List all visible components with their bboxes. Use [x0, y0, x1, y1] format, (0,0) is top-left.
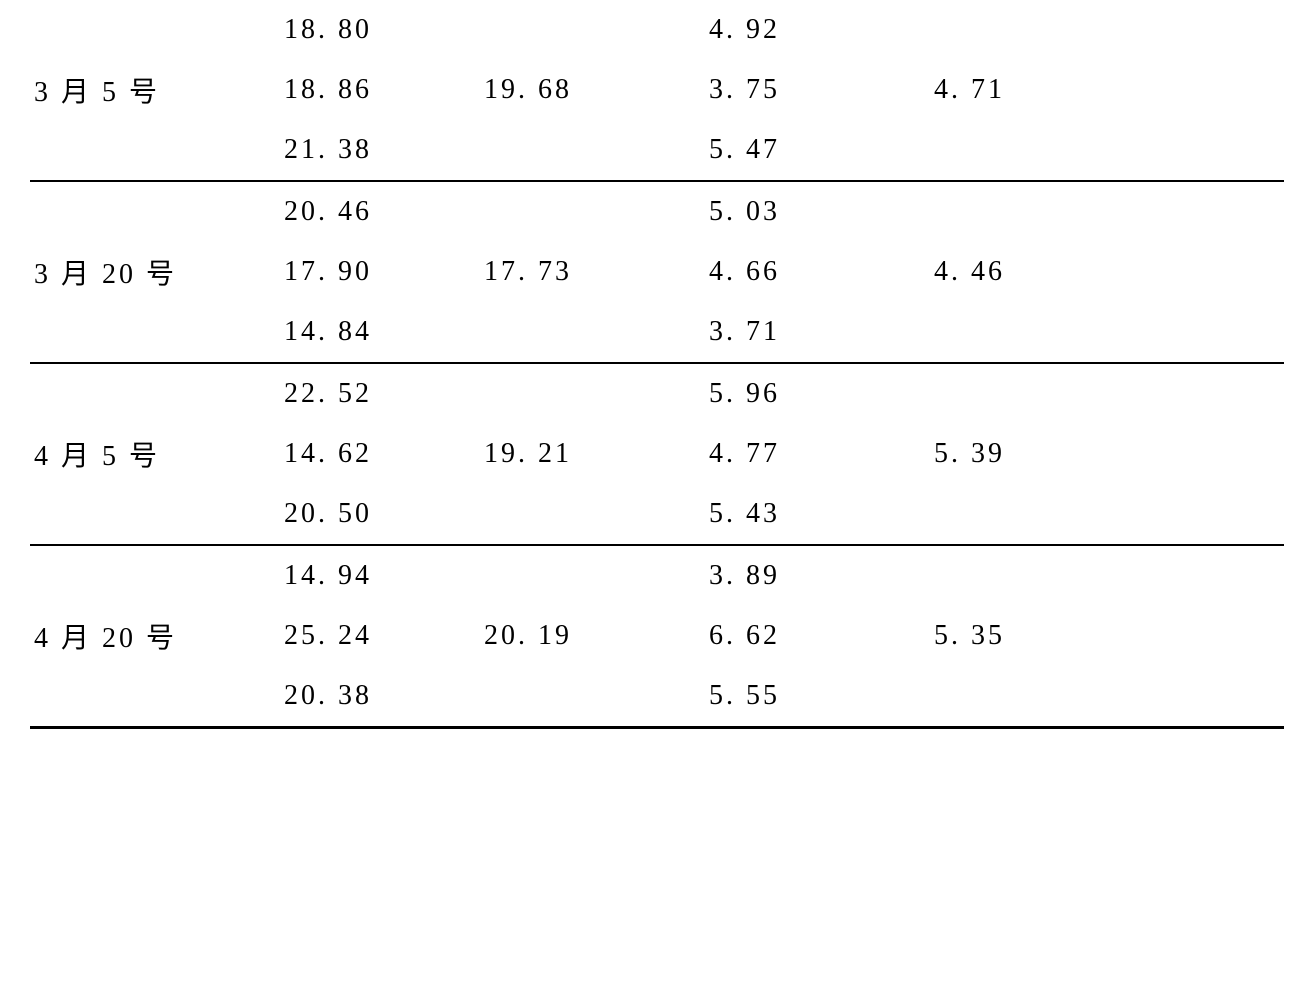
- data-table: 18. 80 4. 92 3 月 5 号 18. 86 19. 68 3. 75…: [30, 0, 1284, 729]
- cell-date: 4 月 20 号: [30, 606, 284, 666]
- cell-date: [30, 363, 284, 424]
- cell-value: [484, 545, 709, 606]
- cell-value: [934, 302, 1284, 363]
- cell-value: [934, 484, 1284, 545]
- cell-value: 6. 62: [709, 606, 934, 666]
- cell-date: [30, 666, 284, 728]
- cell-value: 3. 89: [709, 545, 934, 606]
- cell-value: 4. 66: [709, 242, 934, 302]
- cell-value: [484, 0, 709, 60]
- cell-value: 20. 38: [284, 666, 484, 728]
- cell-value: 14. 62: [284, 424, 484, 484]
- cell-date: [30, 484, 284, 545]
- cell-date: 3 月 20 号: [30, 242, 284, 302]
- cell-value: 5. 47: [709, 120, 934, 181]
- cell-date: [30, 120, 284, 181]
- cell-value: 5. 55: [709, 666, 934, 728]
- cell-value: 17. 90: [284, 242, 484, 302]
- cell-date: [30, 181, 284, 242]
- cell-value: 20. 19: [484, 606, 709, 666]
- cell-value: 21. 38: [284, 120, 484, 181]
- cell-value: [484, 484, 709, 545]
- table-row: 20. 46 5. 03: [30, 181, 1284, 242]
- cell-date: [30, 302, 284, 363]
- cell-date: 4 月 5 号: [30, 424, 284, 484]
- cell-value: [484, 666, 709, 728]
- cell-value: [934, 363, 1284, 424]
- cell-value: [484, 181, 709, 242]
- cell-value: 5. 03: [709, 181, 934, 242]
- cell-value: 20. 46: [284, 181, 484, 242]
- cell-value: 3. 71: [709, 302, 934, 363]
- cell-value: [484, 302, 709, 363]
- table-row: 22. 52 5. 96: [30, 363, 1284, 424]
- cell-value: 4. 46: [934, 242, 1284, 302]
- cell-value: 18. 80: [284, 0, 484, 60]
- cell-value: [934, 181, 1284, 242]
- cell-value: 18. 86: [284, 60, 484, 120]
- cell-value: 4. 77: [709, 424, 934, 484]
- table-row: 3 月 5 号 18. 86 19. 68 3. 75 4. 71: [30, 60, 1284, 120]
- table-row: 14. 94 3. 89: [30, 545, 1284, 606]
- table-row: 4 月 5 号 14. 62 19. 21 4. 77 5. 39: [30, 424, 1284, 484]
- table-row: 20. 50 5. 43: [30, 484, 1284, 545]
- cell-date: [30, 545, 284, 606]
- table-row: 20. 38 5. 55: [30, 666, 1284, 728]
- table-row: 3 月 20 号 17. 90 17. 73 4. 66 4. 46: [30, 242, 1284, 302]
- table-row: 4 月 20 号 25. 24 20. 19 6. 62 5. 35: [30, 606, 1284, 666]
- cell-value: 22. 52: [284, 363, 484, 424]
- cell-value: 5. 39: [934, 424, 1284, 484]
- cell-value: 4. 71: [934, 60, 1284, 120]
- cell-value: 14. 84: [284, 302, 484, 363]
- table-row: 21. 38 5. 47: [30, 120, 1284, 181]
- cell-value: [484, 120, 709, 181]
- data-table-container: 18. 80 4. 92 3 月 5 号 18. 86 19. 68 3. 75…: [0, 0, 1314, 729]
- cell-value: 3. 75: [709, 60, 934, 120]
- table-row: 18. 80 4. 92: [30, 0, 1284, 60]
- cell-value: 20. 50: [284, 484, 484, 545]
- cell-value: 4. 92: [709, 0, 934, 60]
- table-row: 14. 84 3. 71: [30, 302, 1284, 363]
- cell-value: [934, 666, 1284, 728]
- cell-date: 3 月 5 号: [30, 60, 284, 120]
- cell-value: [484, 363, 709, 424]
- cell-value: 5. 35: [934, 606, 1284, 666]
- cell-value: 25. 24: [284, 606, 484, 666]
- cell-value: 19. 21: [484, 424, 709, 484]
- cell-date: [30, 0, 284, 60]
- cell-value: [934, 545, 1284, 606]
- cell-value: 14. 94: [284, 545, 484, 606]
- cell-value: 5. 43: [709, 484, 934, 545]
- cell-value: [934, 120, 1284, 181]
- cell-value: 19. 68: [484, 60, 709, 120]
- cell-value: 5. 96: [709, 363, 934, 424]
- cell-value: [934, 0, 1284, 60]
- cell-value: 17. 73: [484, 242, 709, 302]
